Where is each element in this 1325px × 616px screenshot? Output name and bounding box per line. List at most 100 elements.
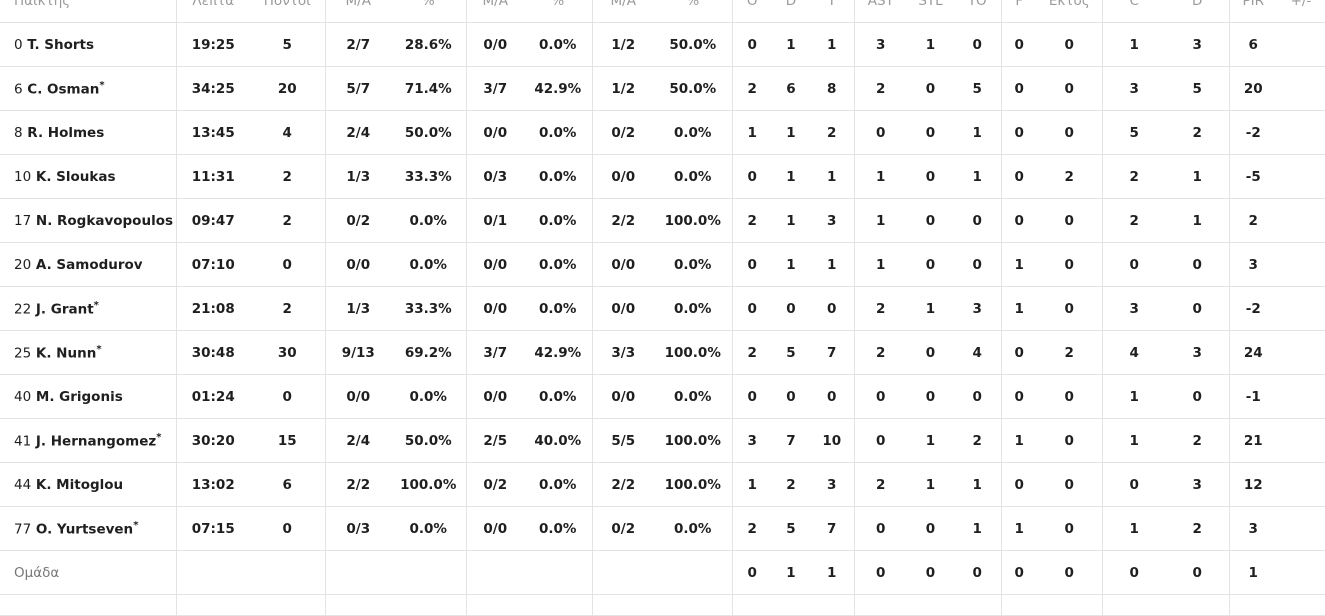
total-cell (1229, 594, 1277, 616)
player-name[interactable]: J. Grant (35, 301, 94, 318)
stat-turnovers: 4 (954, 330, 1002, 375)
stat-def-rebounds: 2 (772, 462, 810, 507)
stat-turnovers: 0 (954, 374, 1002, 419)
stat-blocks-against: 0 (1166, 242, 1230, 287)
header-steals[interactable]: STL (907, 0, 954, 23)
player-cell[interactable]: 44 K. Mitoglou (0, 462, 177, 507)
player-row[interactable]: 22 J. Grant* 21:08 2 1/3 33.3% 0/0 0.0% 0/0 0.0%… (0, 286, 1325, 331)
player-row[interactable]: 25 K. Nunn* 30:48 30 9/13 69.2% 3/7 42.9% 3/3 10… (0, 330, 1325, 375)
stat-assists: 2 (854, 462, 907, 507)
header-minutes[interactable]: Λεπτά (176, 0, 250, 23)
stat-blocks-for: 0 (1102, 242, 1166, 287)
header-assists[interactable]: AST (854, 0, 907, 23)
player-cell[interactable]: 10 K. Sloukas (0, 154, 177, 199)
header-ft-made-attempted[interactable]: Μ/Α (592, 0, 654, 23)
stat-fg3-pct: 0.0% (524, 506, 593, 551)
stat-steals: 0 (907, 154, 954, 199)
header-off-rebounds[interactable]: Ο (732, 0, 772, 23)
header-blocks-for[interactable]: C (1102, 0, 1166, 23)
player-name[interactable]: K. Nunn (35, 345, 97, 362)
stat-fouls-committed: 1 (1001, 506, 1037, 551)
player-row[interactable]: 44 K. Mitoglou 13:02 6 2/2 100.0% 0/2 0.0% 2/2 1… (0, 462, 1325, 507)
header-fg2-made-attempted[interactable]: Μ/Α (325, 0, 391, 23)
player-row[interactable]: 77 O. Yurtseven* 07:15 0 0/3 0.0% 0/0 0.0% 0/2 0… (0, 506, 1325, 551)
player-name[interactable]: K. Sloukas (35, 168, 116, 185)
header-blocks-against[interactable]: D (1166, 0, 1230, 23)
player-row[interactable]: 20 A. Samodurov 07:10 0 0/0 0.0% 0/0 0.0% 0/0 0.… (0, 242, 1325, 287)
stat-fg3-made-attempted: 0/2 (466, 462, 524, 507)
header-total-rebounds[interactable]: Τ (810, 0, 855, 23)
player-row[interactable]: 8 R. Holmes 13:45 4 2/4 50.0% 0/0 0.0% 0/2 0.0% 1… (0, 110, 1325, 155)
stat-blocks-against: 5 (1166, 66, 1230, 111)
team-stat-total-rebounds: 1 (810, 550, 855, 595)
stat-def-rebounds: 6 (772, 66, 810, 111)
player-row[interactable]: 40 M. Grigonis 01:24 0 0/0 0.0% 0/0 0.0% 0/0 0.0… (0, 374, 1325, 419)
stat-blocks-for: 1 (1102, 22, 1166, 67)
total-cell (810, 594, 855, 616)
player-name[interactable]: K. Mitoglou (35, 476, 124, 493)
stat-blocks-for: 1 (1102, 506, 1166, 551)
player-cell[interactable]: 25 K. Nunn* (0, 330, 177, 375)
stat-assists: 1 (854, 198, 907, 243)
player-row[interactable]: 41 J. Hernangomez* 30:20 15 2/4 50.0% 2/5 40.0… (0, 418, 1325, 463)
stat-fouls-drawn: 2 (1037, 154, 1103, 199)
stat-fg3-pct: 0.0% (524, 462, 593, 507)
header-points[interactable]: Πόντοι (250, 0, 326, 23)
stat-ft-made-attempted: 0/0 (592, 374, 654, 419)
player-name[interactable]: C. Osman (27, 81, 100, 98)
header-turnovers[interactable]: TO (954, 0, 1002, 23)
starter-marker: * (133, 519, 139, 531)
stat-pir: 3 (1229, 242, 1277, 287)
total-cell (1037, 594, 1103, 616)
stat-fouls-committed: 0 (1001, 462, 1037, 507)
player-name[interactable]: T. Shorts (27, 36, 95, 53)
header-row: Παίκτης Λεπτά Πόντοι Μ/Α% Μ/Α% Μ/Α% Ο D Τ AST STL T… (0, 0, 1325, 23)
stat-fg3-pct: 0.0% (524, 154, 593, 199)
player-name[interactable]: O. Yurtseven (35, 521, 134, 538)
total-cell (176, 594, 250, 616)
player-cell[interactable]: 40 M. Grigonis (0, 374, 177, 419)
player-cell[interactable]: 20 A. Samodurov (0, 242, 177, 287)
player-number: 20 (14, 256, 32, 273)
stat-fg2-pct: 0.0% (391, 198, 467, 243)
header-fouls-drawn[interactable]: Εκτός (1037, 0, 1103, 23)
stat-plus-minus (1277, 242, 1325, 287)
player-name[interactable]: J. Hernangomez (35, 433, 157, 450)
header-pir[interactable]: PIR (1229, 0, 1277, 23)
player-cell[interactable]: 8 R. Holmes (0, 110, 177, 155)
player-cell[interactable]: 6 C. Osman* (0, 66, 177, 111)
player-row[interactable]: 10 K. Sloukas 11:31 2 1/3 33.3% 0/3 0.0% 0/0 0.0… (0, 154, 1325, 199)
player-cell[interactable]: 77 O. Yurtseven* (0, 506, 177, 551)
player-name[interactable]: M. Grigonis (35, 388, 123, 405)
stat-plus-minus (1277, 154, 1325, 199)
stat-fouls-committed: 1 (1001, 418, 1037, 463)
player-name[interactable]: N. Rogkavopoulos (35, 212, 173, 229)
team-stat-blocks-against: 0 (1166, 550, 1230, 595)
starter-marker: * (156, 431, 162, 443)
player-cell[interactable]: 17 N. Rogkavopoulos (0, 198, 177, 243)
header-player[interactable]: Παίκτης (0, 0, 177, 23)
player-row[interactable]: 0 T. Shorts 19:25 5 2/7 28.6% 0/0 0.0% 1/2 50.0%… (0, 22, 1325, 67)
stat-fg2-pct: 0.0% (391, 242, 467, 287)
header-fg2-pct[interactable]: % (391, 0, 467, 23)
player-cell[interactable]: 0 T. Shorts (0, 22, 177, 67)
header-def-rebounds[interactable]: D (772, 0, 810, 23)
header-fouls-committed[interactable]: F (1001, 0, 1037, 23)
stat-def-rebounds: 1 (772, 154, 810, 199)
header-fg3-pct[interactable]: % (524, 0, 593, 23)
player-row[interactable]: 6 C. Osman* 34:25 20 5/7 71.4% 3/7 42.9% 1/2 50.… (0, 66, 1325, 111)
header-ft-pct[interactable]: % (654, 0, 733, 23)
stat-ft-made-attempted: 1/2 (592, 66, 654, 111)
stat-blocks-for: 1 (1102, 418, 1166, 463)
player-name[interactable]: A. Samodurov (35, 256, 143, 273)
header-plus-minus[interactable]: +/- (1277, 0, 1325, 23)
player-row[interactable]: 17 N. Rogkavopoulos 09:47 2 0/2 0.0% 0/1 0.0% 2… (0, 198, 1325, 243)
stat-assists: 2 (854, 286, 907, 331)
player-number: 44 (14, 476, 32, 493)
player-cell[interactable]: 22 J. Grant* (0, 286, 177, 331)
stat-fg3-made-attempted: 0/0 (466, 110, 524, 155)
player-name[interactable]: R. Holmes (27, 124, 105, 141)
stat-blocks-against: 3 (1166, 330, 1230, 375)
header-fg3-made-attempted[interactable]: Μ/Α (466, 0, 524, 23)
player-cell[interactable]: 41 J. Hernangomez* (0, 418, 177, 463)
